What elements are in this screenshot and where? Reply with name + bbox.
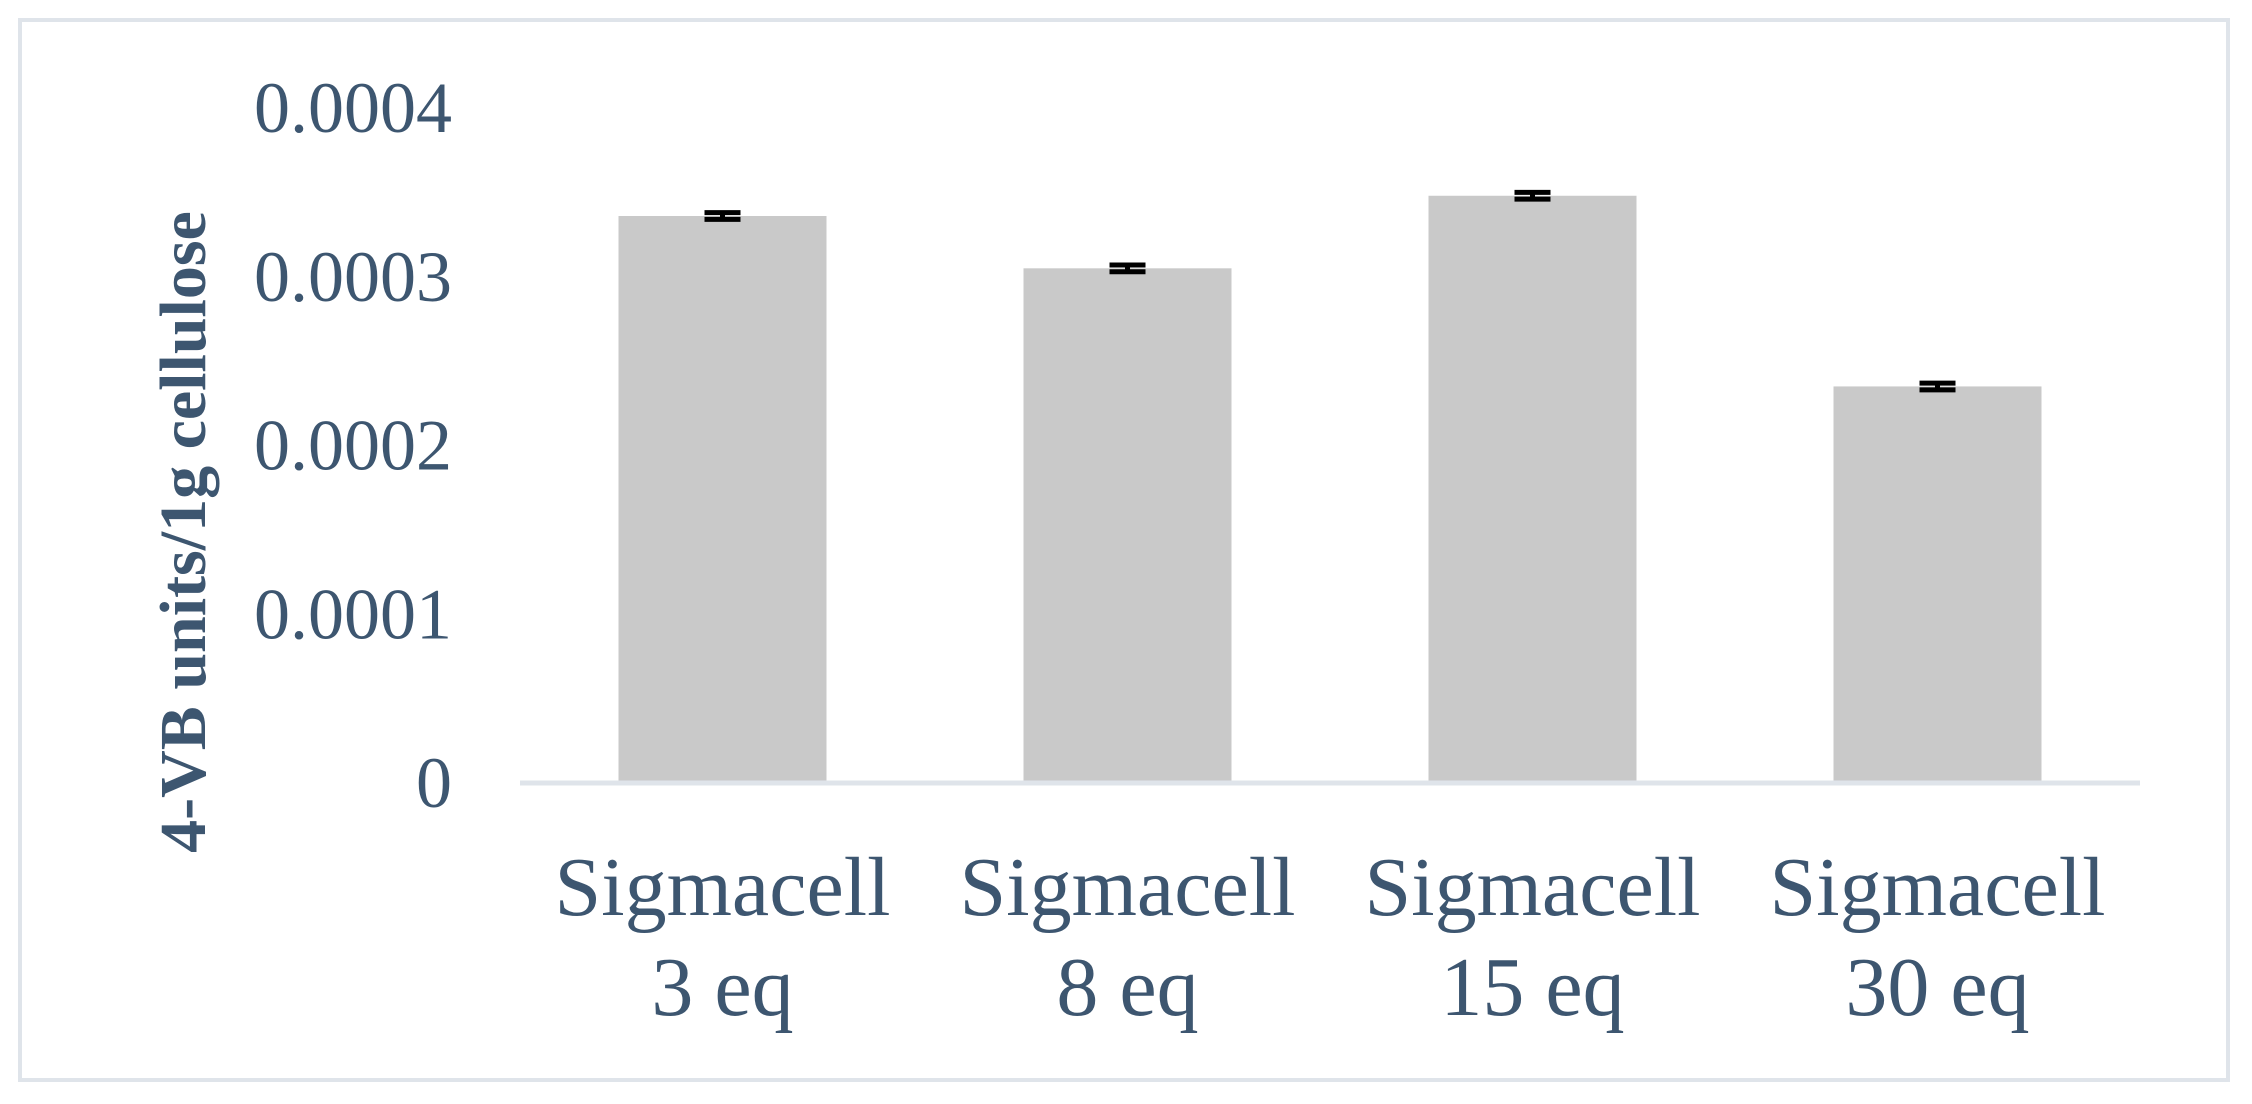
bar: [1833, 386, 2042, 783]
error-bars: [704, 189, 1956, 393]
y-axis-title: 4-VB units/1g cellulose: [147, 211, 220, 853]
bar: [618, 216, 827, 783]
bars: [618, 195, 2042, 783]
y-tick-label: 0.0003: [254, 237, 452, 317]
y-tick-label: 0.0001: [254, 574, 452, 654]
y-axis-title-group: 4-VB units/1g cellulose: [147, 211, 220, 853]
error-bar: [1109, 262, 1146, 275]
bar: [1428, 195, 1637, 783]
error-bar: [1514, 189, 1551, 202]
bar: [1023, 268, 1232, 783]
x-category-label: Sigmacell: [960, 841, 1296, 934]
x-category-label: Sigmacell: [1770, 841, 2106, 934]
error-bar: [1919, 380, 1956, 393]
x-category-label: 15 eq: [1440, 941, 1624, 1034]
y-tick-label: 0.0002: [254, 406, 452, 486]
x-category-label: Sigmacell: [1365, 841, 1701, 934]
x-category-label: Sigmacell: [555, 841, 891, 934]
y-tick-labels: 0 0.0001 0.0002 0.0003 0.0004: [254, 68, 452, 823]
error-bar: [704, 210, 741, 222]
x-category-label: 30 eq: [1845, 941, 2029, 1034]
x-category-label: 8 eq: [1056, 941, 1198, 1034]
x-category-label: 3 eq: [651, 941, 793, 1034]
y-tick-label: 0: [416, 743, 452, 823]
y-tick-label: 0.0004: [254, 68, 452, 148]
